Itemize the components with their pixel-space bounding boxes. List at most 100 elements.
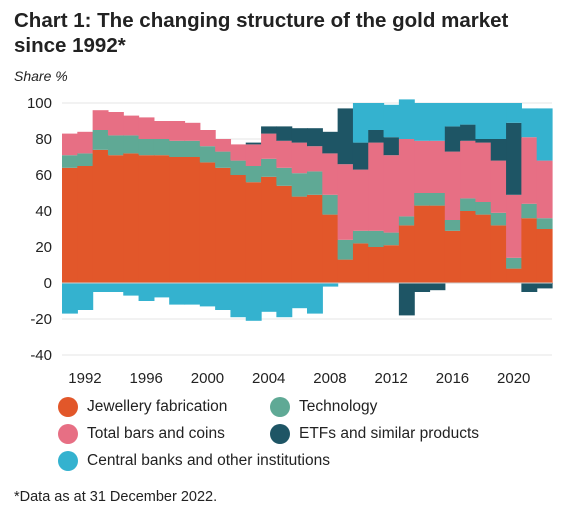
bar-jewellery (337, 259, 354, 283)
bar-technology (352, 230, 369, 244)
bar-central_banks (77, 283, 94, 310)
bar-etfs (460, 124, 477, 141)
legend-swatch-central-banks (58, 451, 78, 471)
bar-etfs (414, 283, 431, 292)
bar-central_banks (169, 283, 186, 305)
chart-title: Chart 1: The changing structure of the g… (14, 9, 509, 57)
bar-bars (337, 164, 354, 240)
legend-swatch-jewellery (58, 397, 78, 417)
bar-bars (460, 140, 477, 199)
bar-technology (337, 239, 354, 260)
bar-technology (92, 130, 109, 150)
bar-technology (107, 135, 124, 156)
legend-swatch-bars (58, 424, 78, 444)
bar-bars (184, 122, 201, 141)
bar-technology (414, 193, 431, 206)
bar-technology (398, 216, 415, 226)
bar-jewellery (521, 218, 538, 283)
bar-etfs (429, 283, 446, 291)
bar-technology (460, 198, 477, 211)
bar-bars (276, 140, 293, 168)
x-tick-label: 2020 (497, 370, 530, 387)
legend-label-central-banks: Central banks and other institutions (87, 452, 330, 469)
bar-jewellery (245, 182, 262, 283)
y-tick-label: 20 (35, 239, 52, 256)
bar-etfs (506, 122, 522, 195)
bar-technology (261, 158, 277, 177)
bar-bars (123, 115, 140, 136)
bar-central_banks (521, 108, 538, 138)
bar-jewellery (230, 175, 247, 283)
bar-bars (92, 110, 109, 130)
bar-etfs (261, 126, 277, 134)
x-tick-label: 2016 (436, 370, 469, 387)
footnote: *Data as at 31 December 2022. (14, 489, 218, 505)
bar-etfs (383, 137, 400, 156)
bar-jewellery (199, 162, 216, 283)
bar-etfs (337, 108, 354, 165)
bar-bars (62, 133, 78, 156)
y-tick-label: 40 (35, 203, 52, 220)
bar-central_banks (352, 103, 369, 143)
bar-etfs (536, 283, 553, 289)
bar-jewellery (92, 149, 109, 283)
bar-central_banks (291, 283, 308, 309)
bar-central_banks (398, 99, 415, 139)
bar-bars (444, 151, 461, 220)
bar-central_banks (506, 103, 522, 123)
legend-item-etfs: ETFs and similar products (270, 424, 479, 444)
bar-jewellery (352, 243, 369, 283)
bar-bars (291, 142, 308, 174)
legend-label-etfs: ETFs and similar products (299, 425, 480, 442)
bar-jewellery (169, 157, 186, 283)
bar-jewellery (368, 247, 385, 283)
bar-central_banks (261, 283, 277, 312)
bar-bars (383, 155, 400, 233)
bar-central_banks (460, 103, 477, 125)
bar-technology (245, 166, 262, 183)
bar-jewellery (536, 229, 553, 283)
bar-bars (506, 194, 522, 258)
bar-jewellery (444, 230, 461, 283)
legend-item-technology: Technology (270, 397, 377, 417)
bar-jewellery (215, 167, 232, 283)
bar-jewellery (153, 155, 170, 283)
bar-jewellery (77, 166, 94, 283)
bar-jewellery (383, 245, 400, 283)
bar-bars (199, 130, 216, 147)
bar-jewellery (414, 205, 431, 283)
legend-item-jewellery: Jewellery fabrication (58, 397, 227, 417)
bar-etfs (368, 130, 385, 143)
legend-label-technology: Technology (299, 398, 378, 415)
bar-central_banks (245, 283, 262, 321)
bar-bars (414, 140, 431, 193)
x-tick-label: 2012 (375, 370, 408, 387)
legend-label-jewellery: Jewellery fabrication (87, 398, 228, 415)
bar-jewellery (490, 225, 507, 283)
x-tick-label: 2004 (252, 370, 285, 387)
bar-central_banks (429, 103, 446, 141)
x-tick-label: 2000 (191, 370, 224, 387)
bar-central_banks (107, 283, 124, 292)
bar-technology (276, 167, 293, 186)
bar-etfs (444, 126, 461, 152)
bar-technology (475, 202, 492, 215)
bar-central_banks (199, 283, 216, 307)
bar-etfs (521, 283, 538, 292)
bar-technology (444, 220, 461, 231)
bar-technology (153, 139, 170, 156)
bar-jewellery (276, 185, 293, 283)
bar-central_banks (123, 283, 140, 296)
bar-jewellery (184, 157, 201, 283)
bar-jewellery (475, 214, 492, 283)
bar-technology (383, 232, 400, 246)
bar-etfs (490, 139, 507, 161)
bar-jewellery (123, 153, 140, 283)
bar-technology (322, 194, 339, 215)
y-tick-label: -40 (30, 347, 52, 364)
bar-bars (77, 131, 94, 154)
bar-bars (153, 121, 170, 139)
bar-technology (138, 139, 155, 156)
bar-technology (291, 173, 308, 197)
bar-central_banks (490, 103, 507, 139)
